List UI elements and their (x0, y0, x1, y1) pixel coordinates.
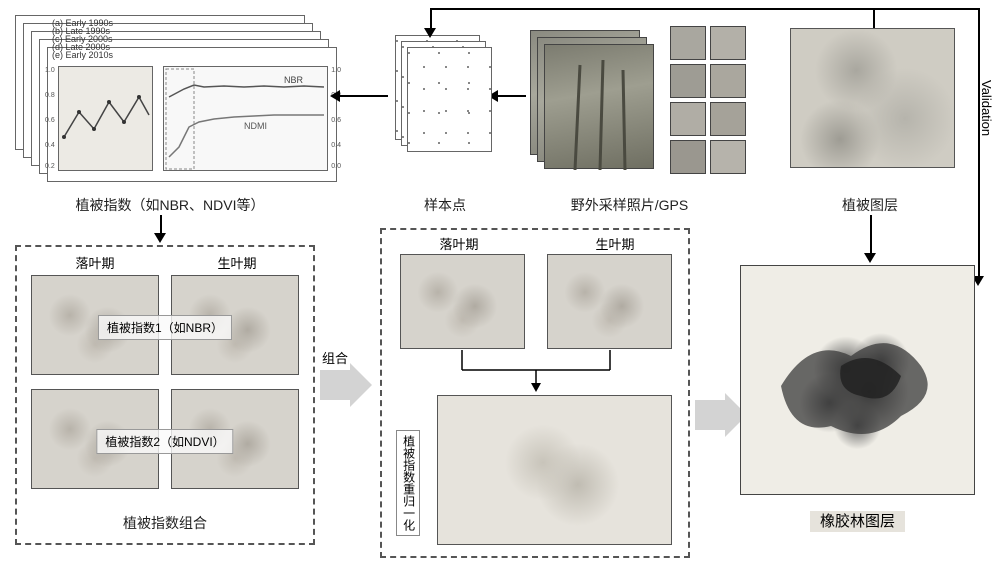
vi-combo-box: 落叶期 生叶期 植被指数1（如NBR） 植被指数2（如NDVI） 植被指数组合 (15, 245, 315, 545)
svg-text:NDMI: NDMI (244, 121, 267, 131)
veg-index-label: 植被指数（如NBR、NDVI等） (40, 195, 300, 215)
center-box: 落叶期 生叶期 植被指数重归一化 (380, 228, 690, 558)
mini-chart-right: NBR NDMI 1.0 0.8 0.6 0.4 0.0 (163, 66, 328, 171)
center-combined-map (437, 395, 672, 545)
vi-combo-caption: 植被指数组合 (17, 513, 313, 533)
panel-label-e: (e) Early 2010s (52, 50, 172, 60)
chart-stack: (a) Early 1990s (b) Late 1990s (c) Early… (15, 15, 330, 180)
swatch-grid (670, 26, 746, 174)
vi2-overlay: 植被指数2（如NDVI） (96, 429, 233, 454)
mini-chart-left: 1.0 0.8 0.6 0.4 0.2 (58, 66, 153, 171)
validation-label: Validation (979, 80, 994, 136)
vegetation-layer-tile (790, 28, 955, 168)
rubber-forest-map (740, 265, 975, 495)
combine-label: 组合 (322, 348, 348, 367)
field-photos-label: 野外采样照片/GPS (542, 195, 717, 215)
vegetation-layer-label: 植被图层 (810, 195, 930, 215)
vi1-overlay: 植被指数1（如NBR） (98, 315, 232, 340)
col-leaf-off: 落叶期 (35, 253, 155, 272)
renorm-label: 植被指数重归一化 (396, 430, 420, 536)
big-arrow-2 (695, 400, 725, 430)
svg-text:NBR: NBR (284, 75, 304, 85)
sample-points-stack (395, 35, 490, 150)
sample-points-label: 样本点 (400, 195, 490, 215)
big-arrow-1 (320, 370, 350, 400)
field-photo-stack (530, 30, 655, 168)
rubber-forest-label: 橡胶林图层 (810, 510, 905, 531)
col-leaf-on: 生叶期 (177, 253, 297, 272)
